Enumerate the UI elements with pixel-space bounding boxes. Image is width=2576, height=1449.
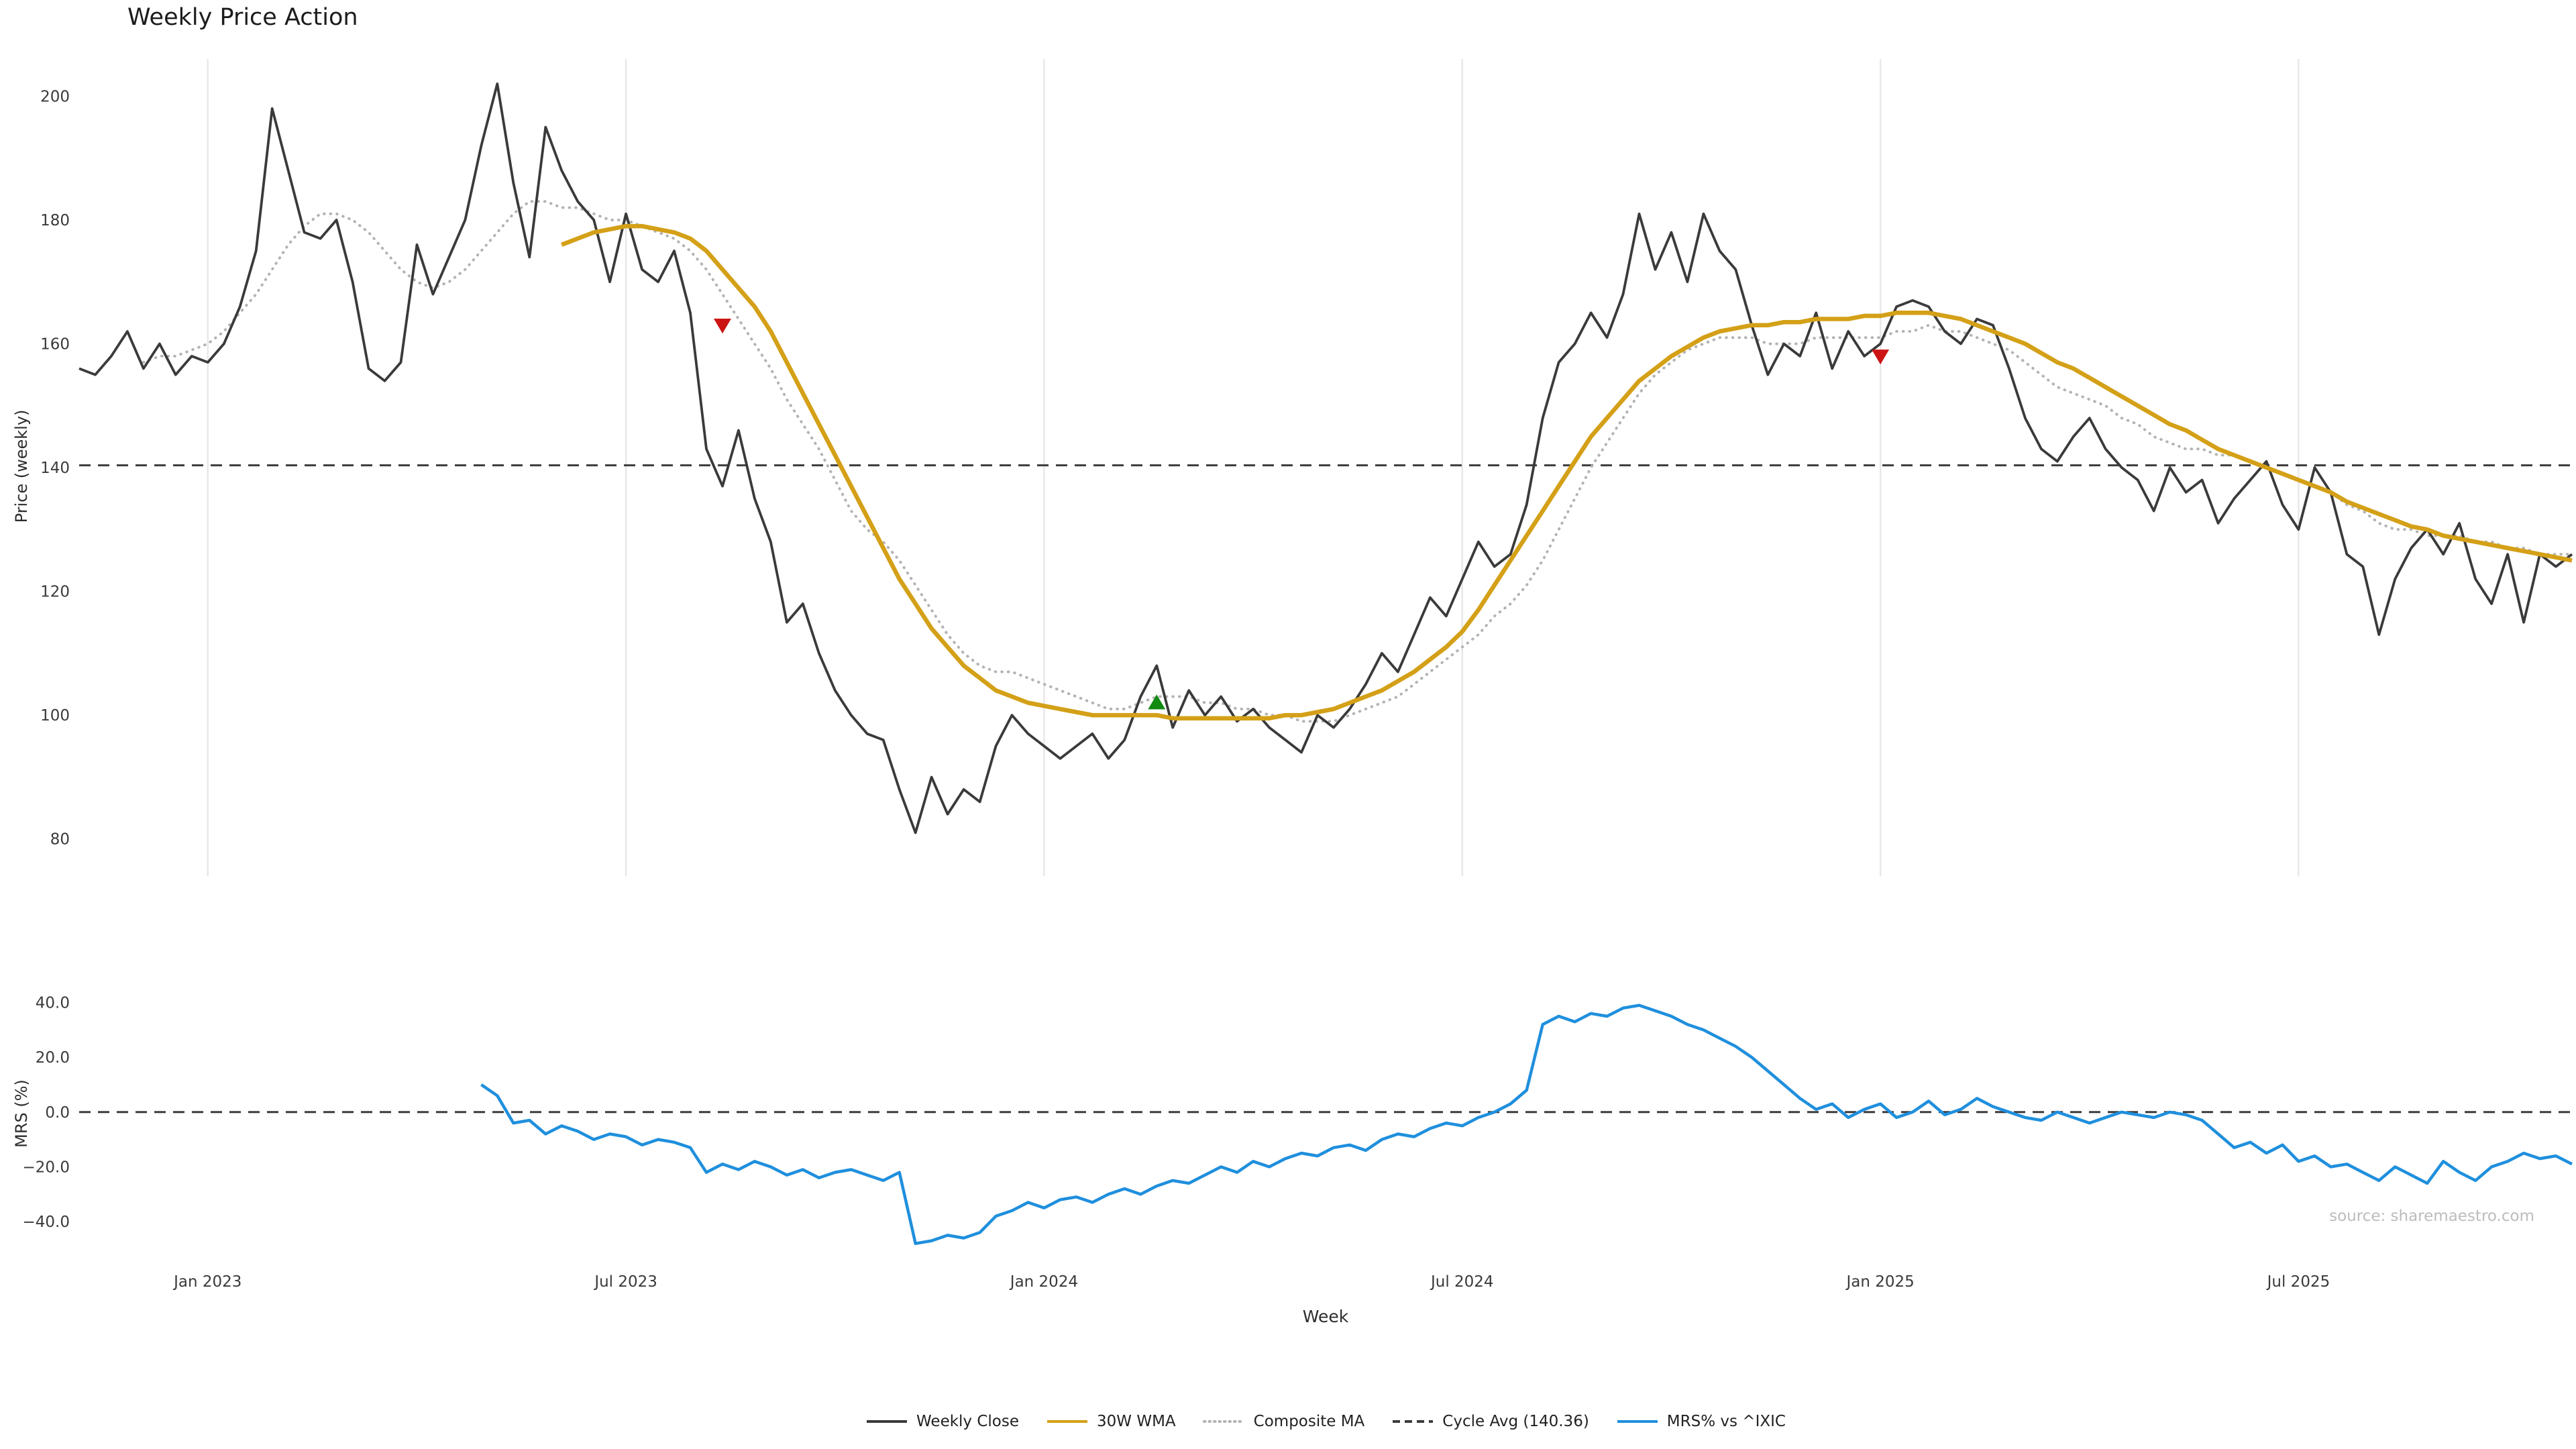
y-tick-label: 160 [40, 335, 70, 353]
legend-swatch-dotted [1202, 1420, 1246, 1423]
y-tick-label: 20.0 [36, 1049, 70, 1067]
legend-label: Weekly Close [916, 1413, 1020, 1430]
y-tick-label: 140 [40, 460, 70, 477]
legend-swatch-solid [1617, 1420, 1658, 1423]
series-30w-wma [561, 223, 2573, 720]
legend-item-cycle-avg-140-36: Cycle Avg (140.36) [1391, 1413, 1589, 1430]
legend: Weekly Close 30W WMA Composite MA Cycle Avg… [79, 1413, 2572, 1430]
legend-label: Cycle Avg (140.36) [1442, 1413, 1589, 1430]
legend-item-weekly-close: Weekly Close [865, 1413, 1019, 1430]
series-composite-ma [142, 200, 2573, 723]
legend-label: Composite MA [1253, 1413, 1365, 1430]
sell-signal-marker [713, 319, 731, 334]
y-tick-label: 40.0 [36, 994, 70, 1012]
y-tick-label: 200 [40, 88, 70, 105]
legend-item-30w-wma: 30W WMA [1046, 1413, 1176, 1430]
legend-item-mrs-vs-ixic: MRS% vs ^IXIC [1616, 1413, 1786, 1430]
price-chart: 80 100 120 140 160 180 200 [40, 59, 2573, 876]
y-tick-label: 100 [40, 707, 70, 724]
mrs-chart: −40.0 −20.0 0.0 20.0 40.0 Jan 2023 Jul 2023 Jan… [23, 994, 2573, 1291]
x-tick-label: Jan 2023 [172, 1273, 241, 1291]
figure-title: Weekly Price Action [127, 4, 358, 31]
x-tick-label: Jul 2025 [2266, 1273, 2330, 1291]
x-axis-label: Week [1302, 1307, 1349, 1326]
y-tick-label: 80 [50, 831, 70, 849]
y-tick-label: −20.0 [23, 1159, 70, 1176]
x-tick-label: Jul 2023 [593, 1273, 657, 1291]
x-tick-label: Jan 2024 [1009, 1273, 1078, 1291]
legend-swatch-solid [1047, 1420, 1088, 1423]
series-weekly-close [78, 83, 2573, 835]
legend-label: MRS% vs ^IXIC [1666, 1413, 1786, 1430]
sell-signal-marker [1872, 350, 1890, 365]
source-credit: source: sharemaestro.com [2329, 1208, 2534, 1225]
y-tick-label: 120 [40, 584, 70, 601]
x-tick-label: Jul 2024 [1430, 1273, 1494, 1291]
y-tick-label: 180 [40, 212, 70, 229]
y-tick-label: −40.0 [23, 1214, 70, 1231]
series-mrs-vs-ixic [480, 1004, 2573, 1245]
y-tick-label: 0.0 [45, 1104, 70, 1122]
legend-swatch-solid [867, 1420, 908, 1423]
buy-signal-marker [1148, 694, 1166, 710]
legend-swatch-dashed [1393, 1420, 1434, 1423]
x-tick-label: Jan 2025 [1845, 1273, 1914, 1291]
legend-item-composite-ma: Composite MA [1202, 1413, 1365, 1430]
legend-label: 30W WMA [1097, 1413, 1176, 1430]
